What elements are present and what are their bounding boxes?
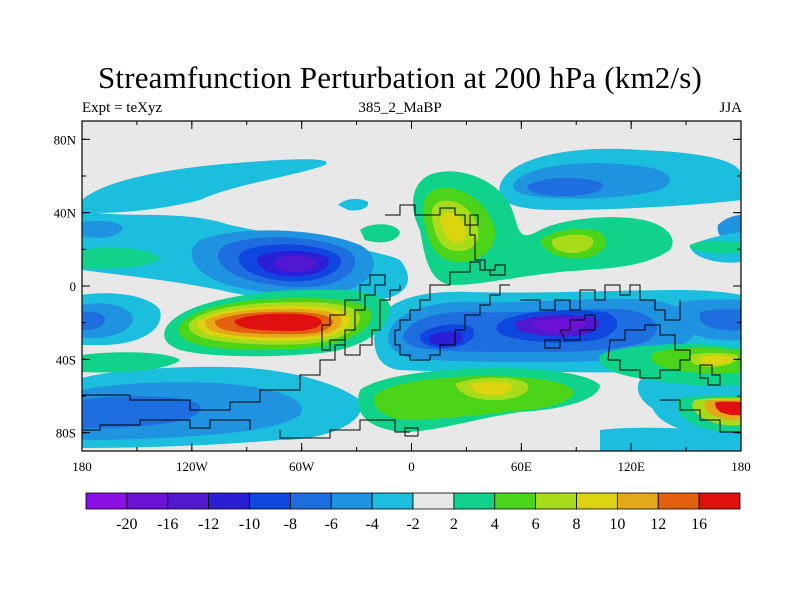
colorbar-swatch <box>371 492 414 510</box>
colorbar-label: 10 <box>609 516 625 533</box>
contour-region <box>82 247 160 269</box>
y-tick-label: 80S <box>56 426 76 441</box>
colorbar-swatch <box>126 492 169 510</box>
coastline-antarctica-east <box>660 399 741 433</box>
contour-region <box>470 381 513 395</box>
colorbar-label: 6 <box>532 516 540 533</box>
colorbar-label: 2 <box>450 516 458 533</box>
colorbar-swatch <box>330 492 373 510</box>
coastline-indian-ocean-islands <box>544 339 561 349</box>
colorbar-swatch <box>616 492 659 510</box>
x-tick-label: 60E <box>511 459 532 474</box>
contour-region <box>82 303 133 338</box>
colorbar-swatch <box>698 492 741 510</box>
chart-title: Streamfunction Perturbation at 200 hPa (… <box>97 60 703 95</box>
colorbar-swatch <box>85 492 128 510</box>
colorbar-label: -6 <box>325 516 338 533</box>
colorbar-swatch <box>167 492 210 510</box>
season-label: JJA <box>719 100 742 116</box>
colorbar-label: -12 <box>198 516 219 533</box>
contour-region <box>82 352 180 373</box>
colorbar-label: 16 <box>691 516 707 533</box>
colorbar-swatch <box>249 492 291 510</box>
contour-region <box>527 177 603 196</box>
colorbar-label: 12 <box>650 516 666 533</box>
colorbar-label: 4 <box>491 516 499 533</box>
y-tick-label: 40N <box>54 206 77 221</box>
coastline-pacific-island <box>404 427 419 437</box>
colorbar-label: -4 <box>365 516 378 533</box>
x-tick-label: 180 <box>731 459 751 474</box>
axes: 180 120W 60W 0 60E 120E 180 80N 40N 0 40S 80S <box>54 121 751 474</box>
coastline-africa-eurasia <box>385 204 510 361</box>
colorbar-swatch <box>657 492 700 510</box>
coastline-nz <box>699 364 721 386</box>
colorbar-label: -20 <box>116 516 137 533</box>
contour-region <box>82 311 105 330</box>
colorbar-swatch <box>576 492 618 510</box>
colorbar-label: -8 <box>284 516 297 533</box>
colorbar-swatch <box>494 492 537 510</box>
coastline-south-america-south <box>279 419 410 439</box>
colorbar-swatch <box>453 492 496 510</box>
colorbar: -20 -16 -12 -10 -8 -6 -4 -2 2 4 6 8 10 12 16 <box>85 492 741 533</box>
contour-region <box>532 318 586 332</box>
x-tick-label: 180 <box>72 459 92 474</box>
contour-region <box>234 313 322 331</box>
colorbar-label: 8 <box>573 516 581 533</box>
y-tick-label: 80N <box>54 132 77 147</box>
contour-region <box>715 401 741 416</box>
contour-region <box>690 240 741 254</box>
colorbar-swatch <box>208 492 250 510</box>
colorbar-label: -10 <box>239 516 260 533</box>
case-label: 385_2_MaBP <box>358 100 442 116</box>
coastlines <box>82 204 741 439</box>
contour-region <box>551 234 594 253</box>
colorbar-swatch <box>412 492 455 510</box>
contour-region <box>440 212 466 243</box>
colorbar-label: -16 <box>157 516 178 533</box>
y-tick-label: 0 <box>70 279 77 294</box>
contour-region <box>82 220 123 238</box>
experiment-label: Expt = teXyz <box>82 100 163 116</box>
coastline-americas <box>82 274 401 411</box>
contour-region <box>338 198 369 211</box>
coastline-asia <box>520 284 681 321</box>
colorbar-swatch <box>289 492 332 510</box>
x-tick-label: 120W <box>176 459 209 474</box>
coastline-antarctica <box>82 419 251 431</box>
contour-region <box>82 159 327 213</box>
x-tick-label: 0 <box>408 459 415 474</box>
colorbar-swatch <box>535 492 577 510</box>
coastline-australia <box>607 324 691 379</box>
coastline-southeast-asia-islands <box>559 314 596 341</box>
x-tick-label: 120E <box>617 459 645 474</box>
contour-region <box>274 255 318 272</box>
contour-region <box>360 224 400 243</box>
contour-region <box>429 331 463 346</box>
colorbar-label: -2 <box>406 516 419 533</box>
x-tick-label: 60W <box>289 459 315 474</box>
contour-region <box>699 355 733 365</box>
y-tick-label: 40S <box>56 352 76 367</box>
contour-region <box>700 309 741 331</box>
